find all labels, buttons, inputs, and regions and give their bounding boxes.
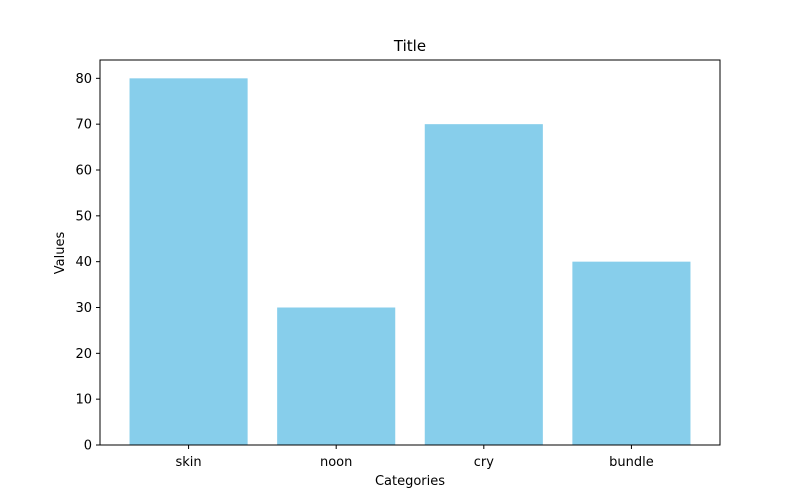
y-tick-label: 40: [75, 255, 92, 270]
chart-title: Title: [393, 37, 426, 55]
bar-skin: [129, 78, 248, 445]
x-tick-label-skin: skin: [175, 455, 201, 470]
y-tick-label: 30: [75, 301, 92, 316]
y-tick-label: 80: [75, 72, 92, 87]
y-tick-label: 0: [84, 439, 92, 454]
x-tick-label-cry: cry: [474, 455, 494, 470]
y-tick-label: 20: [75, 347, 92, 362]
x-axis-label: Categories: [375, 474, 445, 489]
bar-noon: [277, 307, 396, 445]
bar-bundle: [572, 261, 691, 445]
y-ticks-layer: 0 10 20 30 40 50 60 70 80: [75, 72, 100, 454]
x-tick-label-noon: noon: [320, 455, 352, 470]
y-tick-label: 50: [75, 209, 92, 224]
x-ticks-layer: skin noon cry bundle: [175, 445, 654, 470]
y-tick-label: 60: [75, 164, 92, 179]
x-tick-label-bundle: bundle: [609, 455, 654, 470]
y-axis-label: Values: [53, 232, 68, 275]
bar-cry: [424, 124, 543, 446]
y-tick-label: 70: [75, 118, 92, 133]
bars-layer: [129, 78, 691, 446]
plot-frame: [99, 59, 721, 446]
y-tick-label: 10: [75, 393, 92, 408]
